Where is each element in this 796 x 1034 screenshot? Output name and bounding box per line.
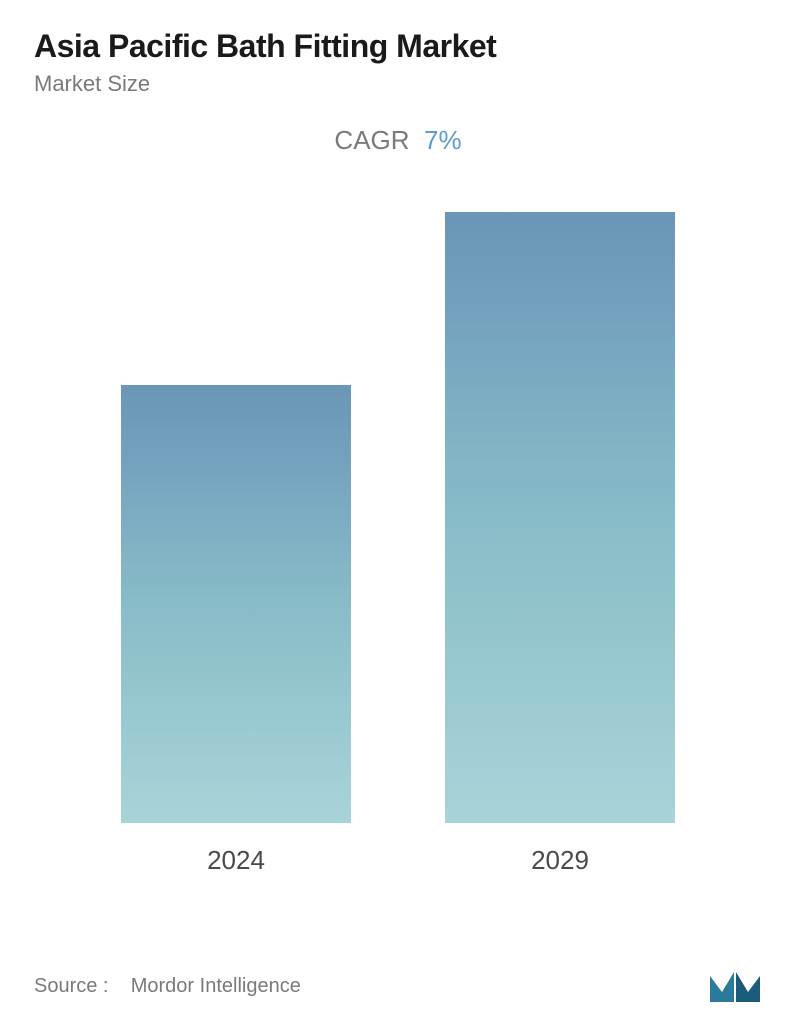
bar-0 (121, 385, 351, 823)
bar-label-1: 2029 (531, 845, 589, 876)
mordor-logo-icon (708, 968, 762, 1004)
source-text: Source : Mordor Intelligence (34, 975, 301, 998)
chart-subtitle: Market Size (34, 71, 762, 97)
source-label: Source : (34, 975, 108, 997)
cagr-value: 7% (424, 125, 462, 155)
bar-label-0: 2024 (207, 845, 265, 876)
bar-group-0: 2024 (116, 385, 356, 876)
footer: Source : Mordor Intelligence (34, 968, 762, 1004)
chart-area: 2024 2029 (34, 196, 762, 876)
chart-title: Asia Pacific Bath Fitting Market (34, 28, 762, 65)
bar-1 (445, 212, 675, 823)
cagr-row: CAGR 7% (34, 125, 762, 156)
cagr-label: CAGR (334, 125, 409, 155)
bar-group-1: 2029 (440, 212, 680, 876)
source-name: Mordor Intelligence (131, 975, 301, 997)
